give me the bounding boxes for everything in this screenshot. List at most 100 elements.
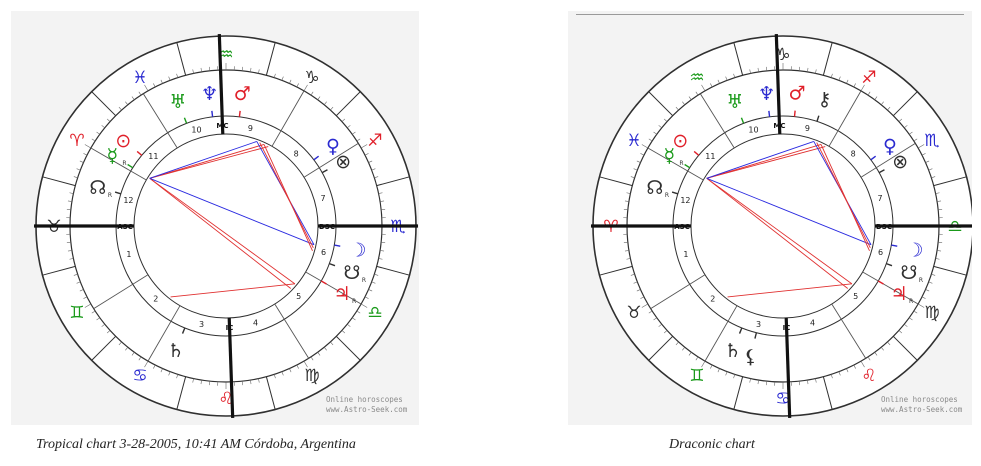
mercury-planet-icon: ☿ [664, 145, 676, 167]
gemini-sign-icon: ♊ [69, 303, 84, 323]
sign-boundary [42, 176, 76, 187]
degree-tick [281, 371, 284, 376]
sign-boundary [822, 42, 833, 76]
degree-tick [695, 356, 699, 361]
degree-tick [937, 250, 942, 252]
hard-aspect-line [170, 283, 295, 298]
house-cusp [862, 271, 919, 305]
degree-tick [378, 192, 383, 194]
degree-tick [928, 281, 933, 284]
degree-tick [898, 330, 903, 334]
leo-sign-icon: ♌ [218, 389, 233, 409]
degree-tick [153, 83, 156, 88]
degree-tick [935, 192, 940, 194]
gemini-sign-icon: ♊ [689, 366, 704, 386]
degree-tick [880, 101, 884, 105]
jupiter-retrograde-mark: R [352, 298, 356, 305]
degree-tick [138, 356, 142, 361]
degree-tick [258, 69, 260, 74]
degree-tick [830, 374, 833, 379]
degree-tick [641, 144, 649, 149]
draconic-chart-wheel: ♈♉♊♋♌♍♎♏♐♑♒♓123456789101112ASCDSCMCIC♆♂⚷… [591, 34, 972, 418]
saturn-planet-icon: ♄ [167, 340, 184, 362]
degree-tick [374, 273, 379, 276]
watermark-line2: www.Astro-Seek.com [326, 405, 408, 414]
neptune-planet-icon: ♆ [758, 83, 775, 105]
degree-tick [106, 118, 111, 122]
venus-planet-icon: ♀ [326, 135, 340, 157]
degree-tick [281, 76, 284, 81]
degree-tick [663, 118, 668, 122]
degree-tick [682, 347, 686, 351]
degree-tick [701, 84, 706, 92]
sign-boundary [892, 91, 918, 117]
south-node-retrograde-mark: R [919, 277, 923, 284]
degree-tick [380, 200, 385, 202]
degree-tick [323, 347, 327, 351]
degree-tick [73, 176, 78, 179]
degree-tick [168, 371, 171, 376]
libra-sign-icon: ♎ [367, 303, 382, 323]
degree-tick [846, 79, 849, 84]
virgo-sign-icon: ♍ [924, 303, 939, 323]
degree-tick [289, 368, 292, 373]
degree-tick [138, 91, 142, 96]
house-cusp [860, 142, 916, 178]
degree-tick [913, 310, 918, 314]
degree-tick [168, 76, 171, 81]
mercury-retrograde-mark: R [679, 160, 683, 167]
degree-tick [860, 360, 865, 368]
house-number-6: 6 [878, 248, 883, 257]
soft-aspect-line [706, 141, 814, 179]
degree-tick [91, 138, 96, 142]
aquarius-sign-icon: ♒ [218, 45, 233, 65]
degree-tick [347, 323, 351, 327]
sign-boundary [376, 265, 410, 276]
degree-tick [317, 96, 321, 100]
degree-tick [688, 352, 692, 356]
taurus-sign-icon: ♉ [626, 303, 641, 323]
house-number-2: 2 [710, 295, 715, 304]
house-number-6: 6 [321, 248, 326, 257]
mars-position-tick [793, 110, 796, 117]
sign-boundary [91, 335, 117, 361]
sign-boundary [376, 176, 410, 187]
hard-aspect-line [706, 146, 826, 179]
degree-tick [144, 360, 149, 368]
degree-tick [192, 69, 194, 74]
house-number-5: 5 [853, 292, 858, 301]
asc-axis-label: ASC [117, 223, 133, 231]
house-cusp [90, 147, 147, 181]
degree-tick [176, 374, 179, 379]
sun-position-tick [693, 150, 700, 156]
dsc-axis-label: DSC [876, 223, 892, 231]
venus-position-tick [870, 155, 877, 161]
degree-tick [757, 380, 759, 385]
degree-tick [636, 160, 641, 163]
degree-tick [200, 380, 202, 385]
degree-tick [303, 84, 308, 92]
fortune-planet-icon: ⊗ [892, 151, 908, 173]
leo-sign-icon: ♌ [861, 366, 876, 386]
south-node-position-tick [329, 262, 336, 267]
house-number-3: 3 [199, 320, 204, 329]
house-number-10: 10 [748, 125, 758, 134]
degree-tick [904, 125, 908, 129]
degree-tick [935, 258, 940, 260]
degree-tick [273, 374, 276, 379]
sign-boundary [335, 91, 361, 117]
degree-tick [838, 371, 841, 376]
mc-axis [217, 34, 225, 135]
hard-aspect-line [149, 146, 269, 179]
wheel-group: ♈♉♊♋♌♍♎♏♐♑♒♓123456789101112ASCDSCMCIC♆♂⚷… [591, 34, 972, 418]
capricorn-sign-icon: ♑ [304, 68, 319, 88]
draconic-chart-caption: Draconic chart [669, 437, 755, 452]
saturn-position-tick [181, 327, 186, 334]
degree-tick [360, 303, 368, 308]
ic-axis [784, 317, 792, 418]
house-number-4: 4 [253, 319, 258, 328]
saturn-planet-icon: ♄ [724, 340, 741, 362]
degree-tick [368, 289, 373, 292]
degree-tick [658, 323, 662, 327]
degree-tick [749, 69, 751, 74]
